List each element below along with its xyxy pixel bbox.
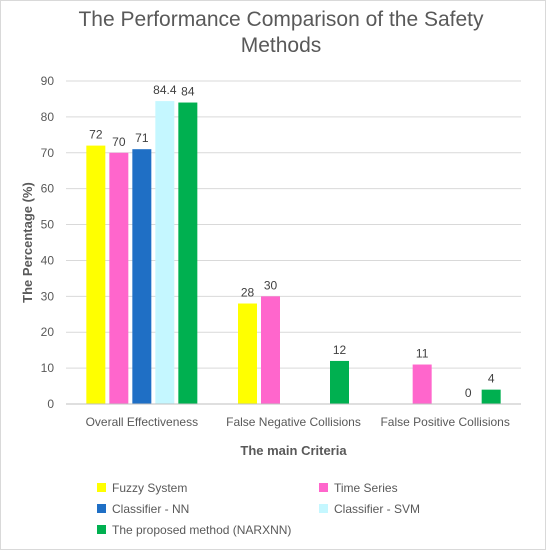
bar	[155, 101, 175, 404]
legend-swatch	[97, 483, 106, 492]
legend-item: Time Series	[319, 479, 519, 496]
bar	[238, 303, 257, 404]
bar	[330, 360, 349, 404]
y-tick-label: 30	[41, 289, 55, 303]
data-label: 84.4	[153, 83, 177, 97]
y-tick-label: 50	[41, 218, 55, 232]
legend-item: Classifier - SVM	[319, 500, 519, 517]
legend-label: The proposed method (NARXNN)	[112, 522, 292, 537]
x-tick-label: False Negative Collisions	[226, 415, 361, 429]
x-axis-label: The main Criteria	[240, 443, 347, 458]
chart-title: The Performance Comparison of the Safety…	[61, 7, 501, 59]
legend-label: Classifier - NN	[112, 501, 190, 516]
x-tick-label: False Positive Collisions	[380, 415, 509, 429]
data-label: 71	[135, 131, 149, 145]
bar	[412, 364, 432, 404]
chart-legend: Fuzzy System Time Series Classifier - NN Cl…	[97, 479, 537, 538]
y-tick-label: 0	[47, 397, 54, 411]
y-tick-label: 40	[41, 253, 55, 267]
y-tick-label: 10	[41, 361, 55, 375]
bar	[86, 145, 106, 404]
legend-label: Fuzzy System	[112, 480, 188, 495]
legend-item: The proposed method (NARXNN)	[97, 521, 319, 538]
data-label: 0	[465, 386, 472, 400]
data-label: 11	[416, 347, 429, 361]
data-label: 12	[333, 343, 347, 357]
legend-label: Time Series	[334, 480, 398, 495]
y-tick-label: 80	[41, 110, 55, 124]
legend-swatch	[97, 504, 106, 513]
bar	[481, 389, 501, 404]
data-label: 70	[112, 135, 126, 149]
y-axis-label: The Percentage (%)	[20, 182, 35, 303]
y-tick-label: 90	[41, 74, 55, 88]
bar	[178, 102, 198, 405]
legend-item: Fuzzy System	[97, 479, 319, 496]
legend-swatch	[319, 504, 328, 513]
legend-swatch	[97, 525, 106, 534]
y-tick-label: 70	[41, 146, 55, 160]
legend-swatch	[319, 483, 328, 492]
chart-title-line-1: The Performance Comparison of the Safety	[78, 8, 484, 31]
bar	[109, 152, 129, 404]
data-label: 28	[241, 286, 255, 300]
data-label: 72	[89, 128, 103, 142]
data-label: 4	[488, 372, 495, 386]
y-tick-label: 60	[41, 182, 55, 196]
bar	[132, 149, 152, 404]
y-tick-label: 20	[41, 325, 55, 339]
legend-item: Classifier - NN	[97, 500, 319, 517]
data-label: 84	[181, 85, 195, 99]
legend-label: Classifier - SVM	[334, 501, 421, 516]
bar	[261, 296, 280, 404]
chart-title-line-2: Methods	[240, 34, 322, 57]
x-tick-label: Overall Effectiveness	[86, 415, 199, 429]
data-label: 30	[264, 278, 278, 292]
